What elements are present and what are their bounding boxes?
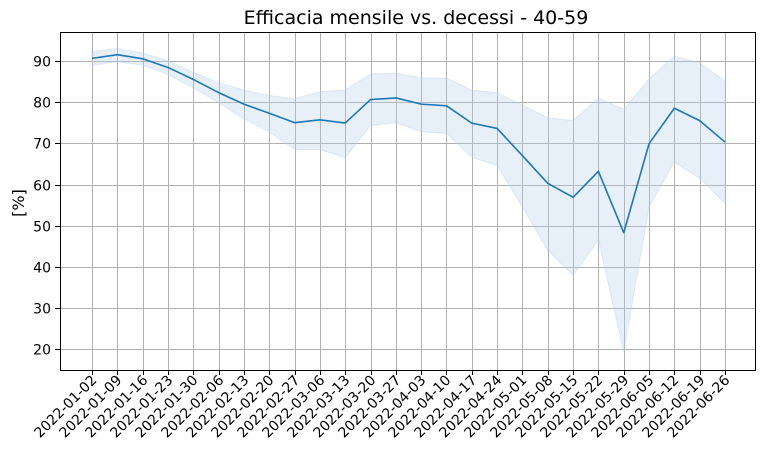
y-tick-label: 20 — [33, 343, 51, 359]
y-tick-label: 60 — [33, 179, 51, 195]
y-tick-label: 90 — [33, 55, 51, 71]
series-line — [91, 53, 726, 234]
y-tick-label: 70 — [33, 137, 51, 153]
y-tick-label: 80 — [33, 96, 51, 112]
y-tick-label: 30 — [33, 302, 51, 318]
y-tick-label: 40 — [33, 261, 51, 277]
series-line-layer — [91, 53, 726, 234]
confidence-band — [91, 47, 726, 352]
chart-title: Efficacia mensile vs. decessi - 40-59 — [244, 7, 589, 29]
grid-lines — [60, 32, 755, 370]
y-tick-label: 50 — [33, 220, 51, 236]
confidence-band-layer — [91, 47, 726, 352]
y-axis-label: [%] — [9, 189, 28, 217]
plot-frame — [60, 32, 756, 371]
